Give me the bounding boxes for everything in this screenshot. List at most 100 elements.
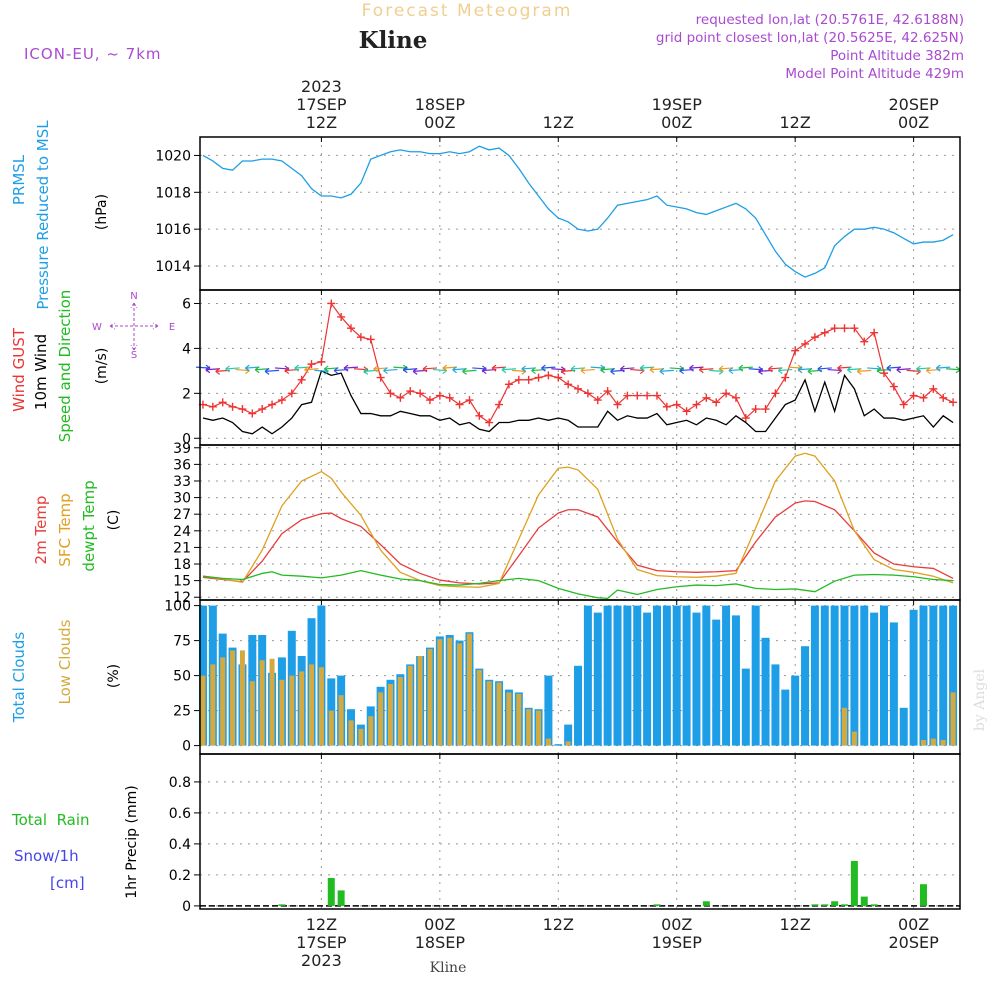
dewpt-line: [202, 569, 954, 600]
total-cloud-bar: [731, 615, 740, 746]
total-cloud-bar: [672, 605, 681, 746]
low-cloud-bar: [545, 738, 551, 746]
gust-point: [712, 398, 721, 407]
gust-point: [218, 398, 227, 407]
cloud-labels: Total Clouds Low Clouds (%): [10, 619, 122, 723]
low-cloud-bar: [210, 664, 216, 746]
gust-point: [455, 400, 464, 409]
wind-line: [202, 369, 954, 435]
rain-bar: [821, 904, 829, 906]
gust-point: [603, 387, 612, 396]
wind-direction-arrow: [916, 365, 931, 373]
low-clouds-label: Low Clouds: [56, 619, 74, 704]
gust-point: [781, 373, 790, 382]
pressure-tick-label: 1014: [155, 259, 191, 275]
low-cloud-bar: [526, 709, 532, 746]
gust-line: [202, 301, 954, 424]
temp-tick-label: 30: [173, 491, 191, 507]
gust-point: [376, 373, 385, 382]
gust-point: [564, 380, 573, 389]
wind-direction-arrow: [777, 367, 793, 375]
gust-point: [820, 328, 829, 337]
top-time-year: 2023: [301, 77, 342, 96]
gust-point: [741, 414, 750, 423]
wind-direction-arrow: [580, 367, 595, 375]
wind-direction-arrow: [856, 367, 872, 375]
gust-point: [613, 400, 622, 409]
pressure-tick-label: 1018: [155, 185, 191, 201]
gust-point: [702, 393, 711, 402]
temp-labels: 2m Temp SFC Temp dewpt Temp (C): [32, 480, 122, 571]
low-cloud-bar: [506, 692, 512, 746]
gust-point: [307, 360, 316, 369]
total-cloud-bar: [633, 605, 642, 746]
total-cloud-bar: [583, 605, 592, 746]
compass-e: E: [169, 322, 175, 333]
temp-tick-label: 24: [173, 524, 191, 540]
clouds-tick-label: 50: [173, 669, 191, 685]
low-cloud-bar: [940, 740, 946, 746]
gust-point: [771, 389, 780, 398]
total-cloud-bar: [820, 605, 829, 746]
top-time-date: 19SEP: [652, 95, 703, 114]
total-cloud-bar: [682, 605, 691, 746]
precip-tick-label: 0.8: [169, 775, 191, 791]
total-cloud-bar: [623, 605, 632, 746]
sfc-line: [202, 452, 954, 588]
total-cloud-bar: [702, 605, 711, 746]
temp-unit: (C): [106, 510, 122, 531]
gust-point: [386, 389, 395, 398]
wind-panel: 0 2 4 6: [182, 290, 961, 447]
gust-point: [643, 391, 652, 400]
pressure-label: Pressure Reduced to MSL: [34, 120, 52, 310]
total-cloud-bar: [929, 605, 938, 746]
temp-tick-label: 12: [173, 590, 191, 606]
bottom-time-hour: 12Z: [780, 915, 811, 934]
total-cloud-bar: [889, 622, 898, 746]
clouds-tick-label: 25: [173, 704, 191, 720]
low-cloud-bar: [289, 675, 295, 746]
gust-point: [939, 393, 948, 402]
total-cloud-bar: [574, 665, 583, 746]
low-cloud-bar: [920, 740, 926, 746]
low-cloud-bar: [318, 667, 324, 746]
pressure-panel: 1014 1016 1018 1020: [155, 137, 960, 290]
total-cloud-bar: [554, 744, 563, 746]
direction-label: Speed and Direction: [56, 290, 74, 443]
top-time-hour: 12Z: [780, 113, 811, 132]
t2m-label: 2m Temp: [32, 496, 50, 565]
wind-tick-label: 2: [182, 386, 191, 402]
wind-direction-arrow: [649, 366, 665, 374]
top-time-hour: 00Z: [898, 113, 929, 132]
wind-direction-arrow: [698, 366, 714, 374]
low-cloud-bar: [427, 649, 433, 746]
total-cloud-bar: [909, 609, 918, 746]
low-cloud-bar: [299, 671, 305, 746]
precip-panel: 0 0.2 0.4 0.6 0.8: [169, 754, 960, 915]
gust-point: [425, 396, 434, 405]
top-time-hour: 00Z: [424, 113, 455, 132]
rain-bar: [841, 904, 849, 906]
wind-direction-arrow: [935, 364, 951, 372]
wind-direction-arrow: [452, 366, 467, 374]
total-cloud-bar: [870, 612, 879, 746]
pressure-tick-label: 1020: [155, 148, 191, 164]
total-cloud-bar: [643, 612, 652, 746]
total-cloud-bar: [761, 637, 770, 746]
gust-point: [445, 393, 454, 402]
pressure-frame: [199, 136, 961, 291]
bottom-time-year: 2023: [301, 951, 342, 970]
total-cloud-bar: [613, 605, 622, 746]
gust-point: [435, 391, 444, 400]
gust-point: [919, 393, 928, 402]
low-cloud-bar: [220, 657, 226, 746]
wind-direction-arrow: [304, 366, 319, 374]
total-cloud-bar: [662, 605, 671, 746]
temp-tick-label: 33: [173, 474, 191, 490]
rain-bar: [919, 884, 927, 906]
low-cloud-bar: [259, 660, 265, 746]
low-cloud-bar: [328, 710, 334, 746]
low-cloud-bar: [496, 682, 502, 746]
rain-bar: [850, 860, 858, 906]
total-cloud-bar: [593, 612, 602, 746]
